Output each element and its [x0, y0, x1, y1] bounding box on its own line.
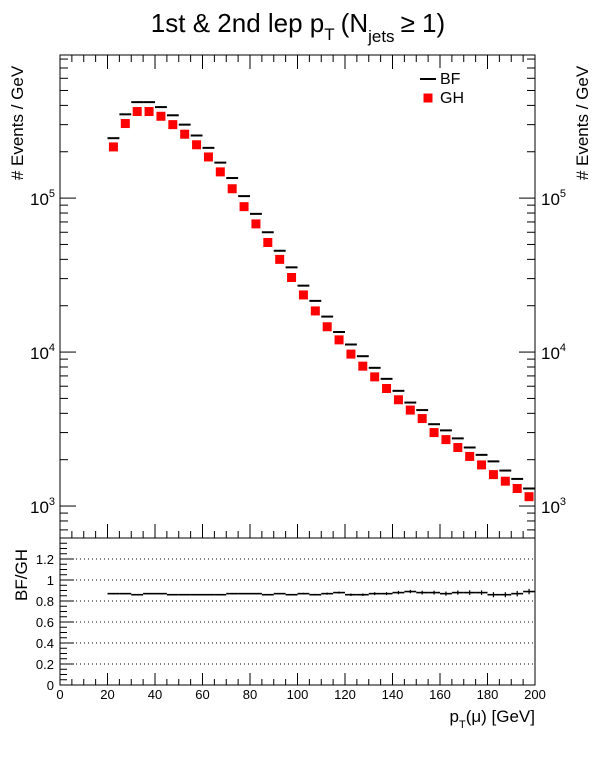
main-plot-ticks [59, 55, 536, 538]
ratio-y-tick-label: 0.2 [36, 657, 54, 672]
y-tick-label-left: 104 [30, 342, 55, 363]
gh-point [512, 483, 522, 493]
y-axis-label-left: # Events / GeV [8, 65, 27, 180]
gh-point [310, 306, 320, 316]
gh-point [203, 152, 213, 162]
ratio-x-tick-label: 60 [195, 687, 209, 702]
x-axis-label: pT(μ) [GeV] [449, 707, 535, 731]
y-tick-label-right: 105 [541, 188, 566, 209]
y-tick-label-right: 103 [541, 496, 566, 517]
ratio-x-tick-label: 180 [477, 687, 499, 702]
ratio-ticks [59, 537, 536, 686]
gh-point [524, 492, 534, 502]
gh-point [465, 451, 475, 461]
legend-bf-label: BF [440, 71, 461, 88]
gh-point [168, 120, 178, 130]
gh-point [251, 219, 261, 229]
ratio-y-tick-label: 0 [47, 678, 54, 693]
ratio-plot-panel: 00.20.40.60.811.2 0 20 40 60 80 100 120 140 160 1… [12, 537, 546, 731]
ratio-y-tick-label: 1.2 [36, 552, 54, 567]
gh-point [358, 361, 368, 371]
gh-point [227, 184, 237, 194]
gh-point [405, 405, 415, 415]
gh-point [108, 142, 118, 152]
series-ratio [107, 588, 535, 598]
ratio-x-tick-label: 20 [100, 687, 114, 702]
ratio-y-axis-label: BF/GH [12, 549, 31, 601]
gh-point [144, 107, 154, 117]
gh-point [322, 322, 332, 332]
gh-point [192, 140, 202, 150]
legend-gh-label: GH [440, 90, 464, 107]
series-gh [108, 107, 534, 502]
gh-point [263, 237, 273, 247]
gh-point [298, 290, 308, 300]
ratio-x-tick-label: 80 [243, 687, 257, 702]
y-tick-label-left: 105 [30, 188, 55, 209]
ratio-y-tick-label: 0.8 [36, 594, 54, 609]
ratio-x-tick-labels: 0 20 40 60 80 100 120 140 160 180 200 [56, 687, 545, 702]
gh-point [132, 107, 142, 117]
ratio-x-tick-label: 40 [148, 687, 162, 702]
ratio-y-tick-label: 0.6 [36, 615, 54, 630]
legend-gh-marker [423, 93, 433, 103]
gh-point [382, 383, 392, 393]
gh-point [441, 435, 451, 445]
ratio-x-tick-label: 100 [287, 687, 309, 702]
gh-point [120, 119, 130, 129]
gh-point [393, 395, 403, 405]
ratio-x-tick-label: 0 [56, 687, 63, 702]
gh-point [488, 470, 498, 480]
gh-point [287, 273, 297, 283]
ratio-x-tick-label: 160 [429, 687, 451, 702]
y-tick-label-left: 103 [30, 496, 55, 517]
gh-point [346, 349, 356, 359]
gh-point [477, 460, 487, 470]
legend: BF GH [416, 68, 468, 110]
gh-point [156, 111, 166, 121]
gh-point [239, 202, 249, 212]
chart-title: 1st & 2nd lep pT (Njets ≥ 1) [151, 8, 445, 46]
legend-background [416, 68, 468, 110]
gh-point [180, 129, 190, 139]
gh-point [275, 254, 285, 264]
ratio-y-tick-label: 0.4 [36, 636, 54, 651]
ratio-x-tick-label: 140 [382, 687, 404, 702]
gh-point [453, 442, 463, 452]
gh-point [500, 476, 510, 486]
gh-point [429, 428, 439, 438]
gh-point [334, 335, 344, 345]
gh-point [417, 414, 427, 424]
gh-point [370, 372, 380, 382]
ratio-y-tick-label: 1 [47, 573, 54, 588]
ratio-y-tick-labels: 0 0.2 0.4 0.6 0.8 1 1.2 [36, 552, 54, 693]
y-axis-label-right: # Events / GeV [573, 65, 592, 180]
ratio-x-tick-label: 120 [334, 687, 356, 702]
ratio-x-tick-label: 200 [524, 687, 546, 702]
series-bf [107, 101, 535, 490]
main-plot-y-tick-labels: 103 103 104 104 105 105 [30, 188, 566, 517]
y-tick-label-right: 104 [541, 342, 566, 363]
gh-point [215, 167, 225, 177]
